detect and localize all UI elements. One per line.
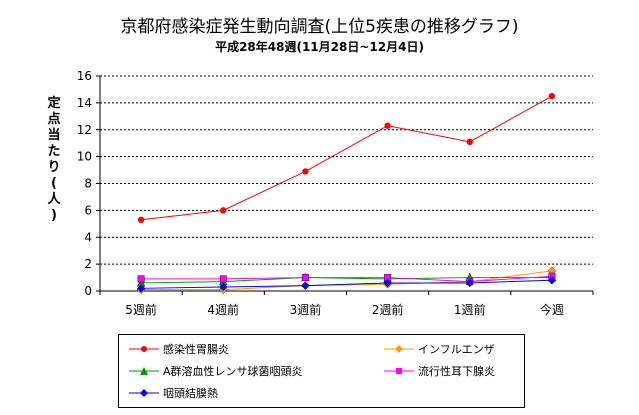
y-tick-label: 6 (84, 203, 92, 217)
x-tick-label: 4週前 (207, 302, 239, 317)
data-point-s4 (465, 278, 475, 288)
x-tick-label: 3週前 (290, 302, 322, 317)
x-tick-label: 今週 (540, 302, 564, 317)
legend-label: A群溶血性レンサ球菌咽頭炎 (163, 365, 303, 378)
data-point-s0 (220, 207, 227, 214)
legend-label: 流行性耳下腺炎 (418, 365, 495, 378)
data-point-s4 (301, 281, 310, 290)
legend-item: 流行性耳下腺炎 (384, 362, 495, 380)
data-point-s0 (137, 216, 145, 223)
legend-item: 感染性胃腸炎 (129, 340, 229, 358)
y-tick-label: 16 (77, 69, 92, 83)
series-line-2 (141, 277, 552, 284)
y-tick-label: 10 (77, 150, 92, 164)
data-point-s4 (218, 282, 228, 292)
legend-swatch (129, 389, 159, 397)
legend-item: 咽頭結膜熱 (129, 384, 218, 402)
chart-title: 京都府感染症発生動向調査(上位5疾患の推移グラフ) (120, 17, 519, 37)
legend-item: A群溶血性レンサ球菌咽頭炎 (129, 362, 303, 380)
x-tick-label: 5週前 (125, 302, 157, 317)
data-point-s4 (383, 278, 392, 288)
data-point-s3 (301, 274, 309, 282)
x-tick-label: 2週前 (372, 302, 404, 317)
y-tick-label: 14 (77, 96, 92, 110)
legend-label: インフルエンザ (418, 343, 495, 356)
x-tick-label: 1週前 (454, 302, 486, 317)
data-point-s0 (302, 168, 309, 175)
y-tick-label: 8 (84, 177, 92, 191)
data-point-s0 (384, 122, 391, 129)
y-tick-label: 2 (84, 257, 92, 271)
legend-item: インフルエンザ (384, 340, 495, 358)
series-line-0 (141, 95, 553, 221)
series-line-3 (141, 275, 552, 283)
y-tick-label: 12 (77, 123, 92, 137)
legend-label: 感染性胃腸炎 (163, 343, 229, 356)
legend-label: 咽頭結膜熱 (163, 387, 218, 400)
legend-swatch (384, 368, 414, 374)
legend-swatch (129, 346, 159, 352)
data-point-s3 (137, 275, 145, 283)
data-point-s0 (548, 92, 556, 100)
data-point-s0 (466, 138, 473, 146)
data-point-s3 (219, 275, 227, 283)
line-chart: 0 2 4 6 8 10 12 14 16 5週前 4週前 3週前 2週前 1週前 今週 (77, 69, 594, 317)
legend-swatch (129, 367, 159, 375)
data-point-s4 (547, 275, 557, 285)
data-point-s4 (136, 283, 146, 293)
legend: 感染性胃腸炎 インフルエンザ A群溶血性レンサ球菌咽頭炎 流行性耳下腺炎咽頭結膜熱 (118, 334, 525, 408)
chart-subtitle: 平成28年48週(11月28日~12月4日) (215, 40, 424, 54)
y-tick-label: 0 (84, 284, 92, 298)
series-line-1 (141, 270, 552, 291)
y-tick-label: 4 (84, 230, 92, 244)
legend-swatch (384, 345, 414, 353)
series-line-4 (141, 279, 552, 289)
y-axis-label: 定点当たり(人) (47, 96, 61, 223)
